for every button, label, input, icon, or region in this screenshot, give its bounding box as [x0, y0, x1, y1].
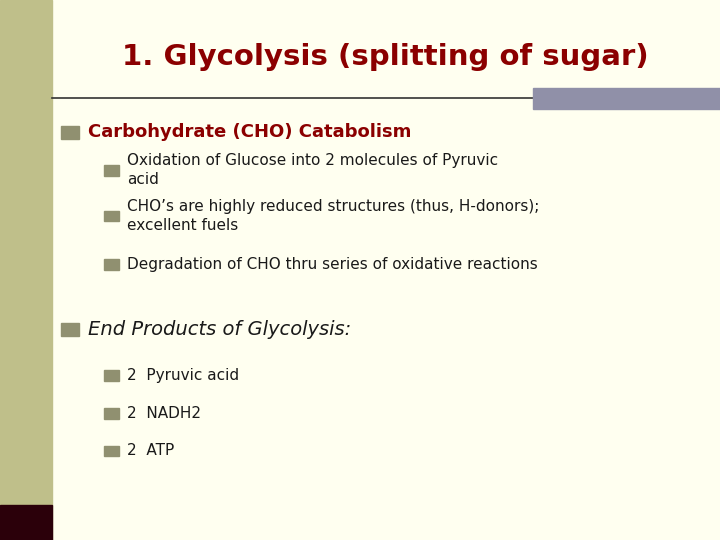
Bar — [104, 408, 119, 418]
Bar — [104, 370, 119, 381]
Text: 2  NADH2: 2 NADH2 — [127, 406, 202, 421]
Bar — [104, 165, 119, 176]
Bar — [104, 446, 119, 456]
Text: 2  Pyruvic acid: 2 Pyruvic acid — [127, 368, 240, 383]
Bar — [61, 125, 79, 139]
Bar — [104, 211, 119, 221]
Text: Degradation of CHO thru series of oxidative reactions: Degradation of CHO thru series of oxidat… — [127, 257, 538, 272]
Bar — [104, 259, 119, 270]
Bar — [61, 322, 79, 336]
Text: 2  ATP: 2 ATP — [127, 443, 175, 458]
Text: CHO’s are highly reduced structures (thus, H-donors);
excellent fuels: CHO’s are highly reduced structures (thu… — [127, 199, 540, 233]
Text: 1. Glycolysis (splitting of sugar): 1. Glycolysis (splitting of sugar) — [122, 43, 649, 71]
Bar — [0, 505, 52, 540]
Bar — [533, 88, 720, 109]
Text: Carbohydrate (CHO) Catabolism: Carbohydrate (CHO) Catabolism — [88, 123, 411, 141]
Text: End Products of Glycolysis:: End Products of Glycolysis: — [88, 320, 351, 339]
Bar — [0, 0, 52, 540]
Text: Oxidation of Glucose into 2 molecules of Pyruvic
acid: Oxidation of Glucose into 2 molecules of… — [127, 153, 498, 187]
